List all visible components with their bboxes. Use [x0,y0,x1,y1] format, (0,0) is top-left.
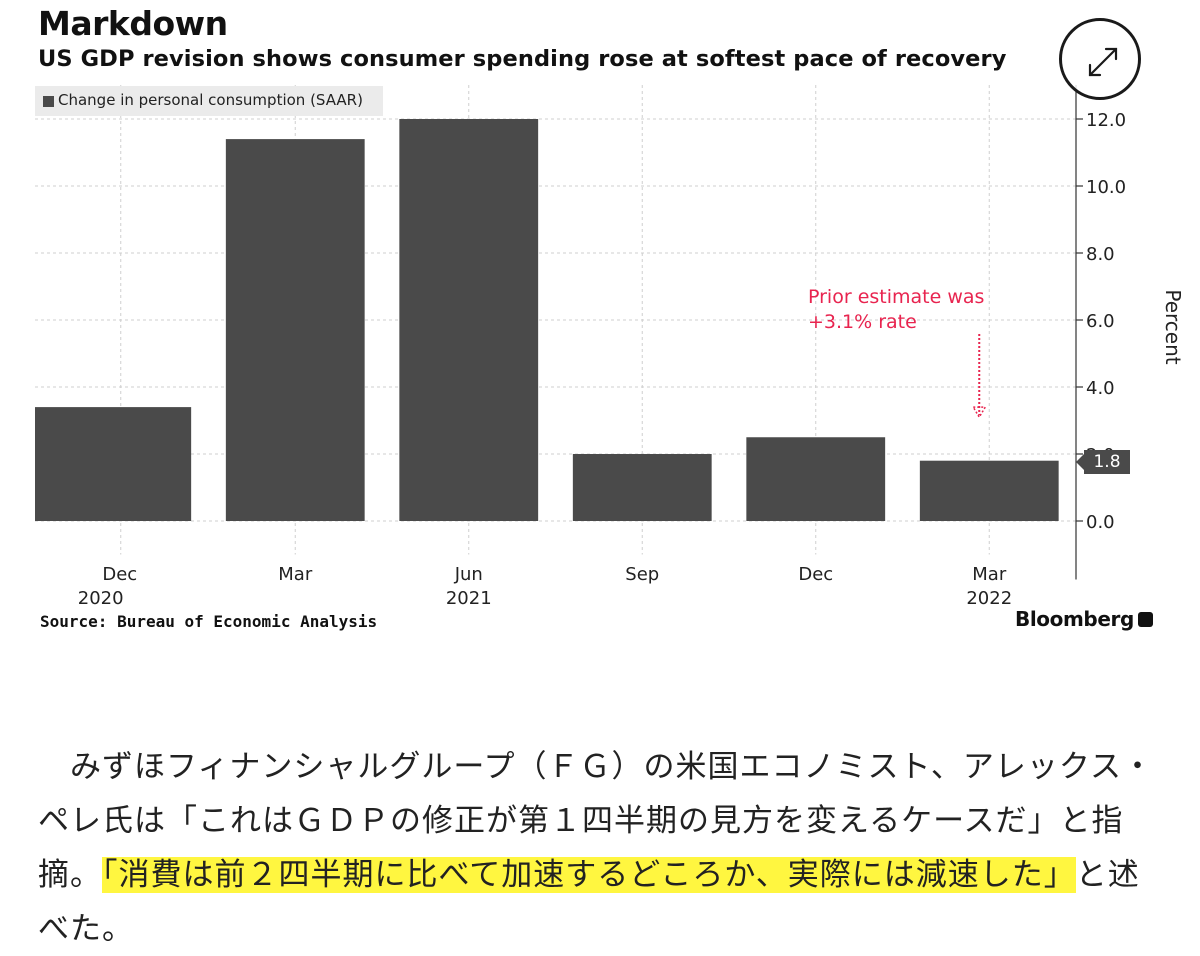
x-tick-label: Mar [278,564,313,585]
chart-title: Markdown [38,4,228,43]
x-year-label: 2022 [966,588,1012,609]
article-text-start: みずほフィナンシャルグループ（ＦＧ）の米国エコノミスト、アレックス・ペレ氏は「こ… [38,749,1154,893]
article-paragraph: みずほフィナンシャルグループ（ＦＧ）の米国エコノミスト、アレックス・ペレ氏は「こ… [38,740,1158,956]
annotation-text: Prior estimate was +3.1% rate [808,285,984,335]
annotation-line-2: +3.1% rate [808,311,917,333]
last-value-pointer [1076,454,1084,470]
bloomberg-logo: Bloomberg [1015,607,1134,631]
y-tick-label: 0.0 [1086,512,1115,533]
x-year-label: 2020 [78,588,124,609]
expand-arrows-icon [1088,47,1118,77]
legend-swatch [43,96,54,107]
bar [572,454,712,521]
legend-label: Change in personal consumption (SAAR) [58,91,363,109]
y-tick-label: 8.0 [1086,244,1115,265]
x-tick-label: Dec [102,564,137,585]
bar [225,139,365,521]
expand-button[interactable] [1059,18,1141,100]
bar [35,407,192,521]
annotation-arrowhead [971,406,987,419]
source-note: Source: Bureau of Economic Analysis [40,612,378,631]
y-tick-label: 12.0 [1086,110,1126,131]
x-year-label: 2021 [446,588,492,609]
bar-chart: 12.010.08.06.04.02.00.0Dec2020MarJun2021… [35,85,1126,609]
x-tick-label: Mar [972,564,1007,585]
bar [919,460,1059,521]
annotation-line-1: Prior estimate was [808,286,985,308]
x-tick-label: Sep [625,564,659,585]
chart-subtitle: US GDP revision shows consumer spending … [38,46,1007,72]
x-tick-label: Jun [454,564,483,585]
last-value-badge: 1.8 [1084,450,1130,474]
y-tick-label: 10.0 [1086,177,1126,198]
y-tick-label: 4.0 [1086,378,1115,399]
bar [399,119,539,521]
article-text-end: と述べた。 [38,857,1140,947]
article-highlight: 「消費は前２四半期に比べて加速するどころか、実際には減速した」 [102,857,1076,893]
bloomberg-terminal-icon [1138,612,1153,627]
x-tick-label: Dec [798,564,833,585]
legend: Change in personal consumption (SAAR) [35,86,383,116]
y-axis-label: Percent [1161,289,1185,365]
y-tick-label: 6.0 [1086,311,1115,332]
bar [746,437,886,521]
